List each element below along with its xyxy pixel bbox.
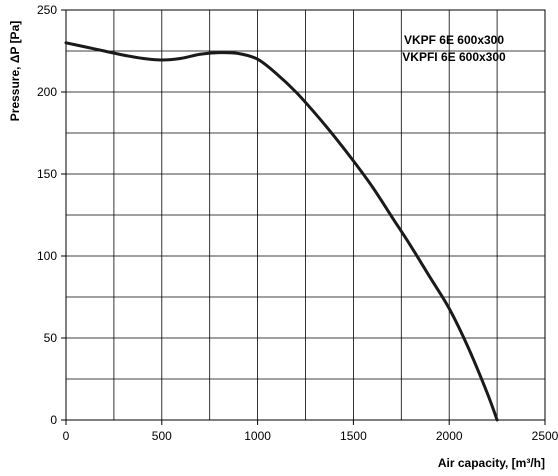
curve-data-point <box>333 135 336 138</box>
legend: VKPF 6E 600x300 VKPFI 6E 600x300 <box>402 33 506 64</box>
curve-data-point <box>218 51 221 54</box>
y-tick-label: 50 <box>44 331 58 345</box>
curve-data-point <box>390 215 393 218</box>
grid-layer <box>66 10 545 420</box>
y-axis-title: Pressure, ΔP [Pa] <box>8 21 22 121</box>
curve-data-point <box>352 159 355 163</box>
curve-data-point <box>64 41 68 44</box>
legend-line-1: VKPF 6E 600x300 <box>404 33 504 47</box>
curve-data-point <box>409 244 413 248</box>
x-axis-title: Air capacity, [m³/h] <box>438 456 545 470</box>
curve-data-point <box>428 276 432 279</box>
curve-data-point <box>198 53 202 56</box>
curve-data-point <box>371 185 374 189</box>
curve-data-point <box>448 307 451 310</box>
curve-data-point <box>237 52 240 55</box>
curve-data-point <box>467 346 470 350</box>
x-tick-label: 1500 <box>340 429 367 443</box>
x-tick-label: 0 <box>63 429 70 443</box>
curve-data-point <box>495 418 499 422</box>
x-tick-label: 1000 <box>244 429 271 443</box>
curve-data-point <box>141 57 144 60</box>
curve-data-point <box>83 45 87 49</box>
curve-data-point <box>294 90 298 94</box>
curve-data-point <box>256 58 259 61</box>
pressure-curve-line <box>64 41 499 422</box>
curve-data-point <box>313 112 317 115</box>
legend-line-2: VKPFI 6E 600x300 <box>402 50 506 64</box>
plot-frame <box>65 9 546 421</box>
curve-data-point <box>122 53 125 57</box>
curve-data-point <box>179 57 183 60</box>
x-tick-label: 2500 <box>532 429 558 443</box>
y-tick-label: 150 <box>37 167 57 181</box>
y-tick-label: 200 <box>37 85 57 99</box>
series-layer <box>64 41 499 422</box>
curve-data-point <box>160 58 163 62</box>
x-tick-label: 2000 <box>436 429 463 443</box>
curve-data-point <box>103 49 106 53</box>
curve-data-point <box>486 392 489 395</box>
y-tick-label: 0 <box>50 413 57 427</box>
x-tick-label: 500 <box>152 429 172 443</box>
y-tick-label: 100 <box>37 249 57 263</box>
tick-layer: 0 500 1000 1500 2000 2500 0 50 100 150 200 250 <box>37 3 558 443</box>
y-tick-label: 250 <box>37 3 57 17</box>
curve-data-point <box>275 72 278 76</box>
